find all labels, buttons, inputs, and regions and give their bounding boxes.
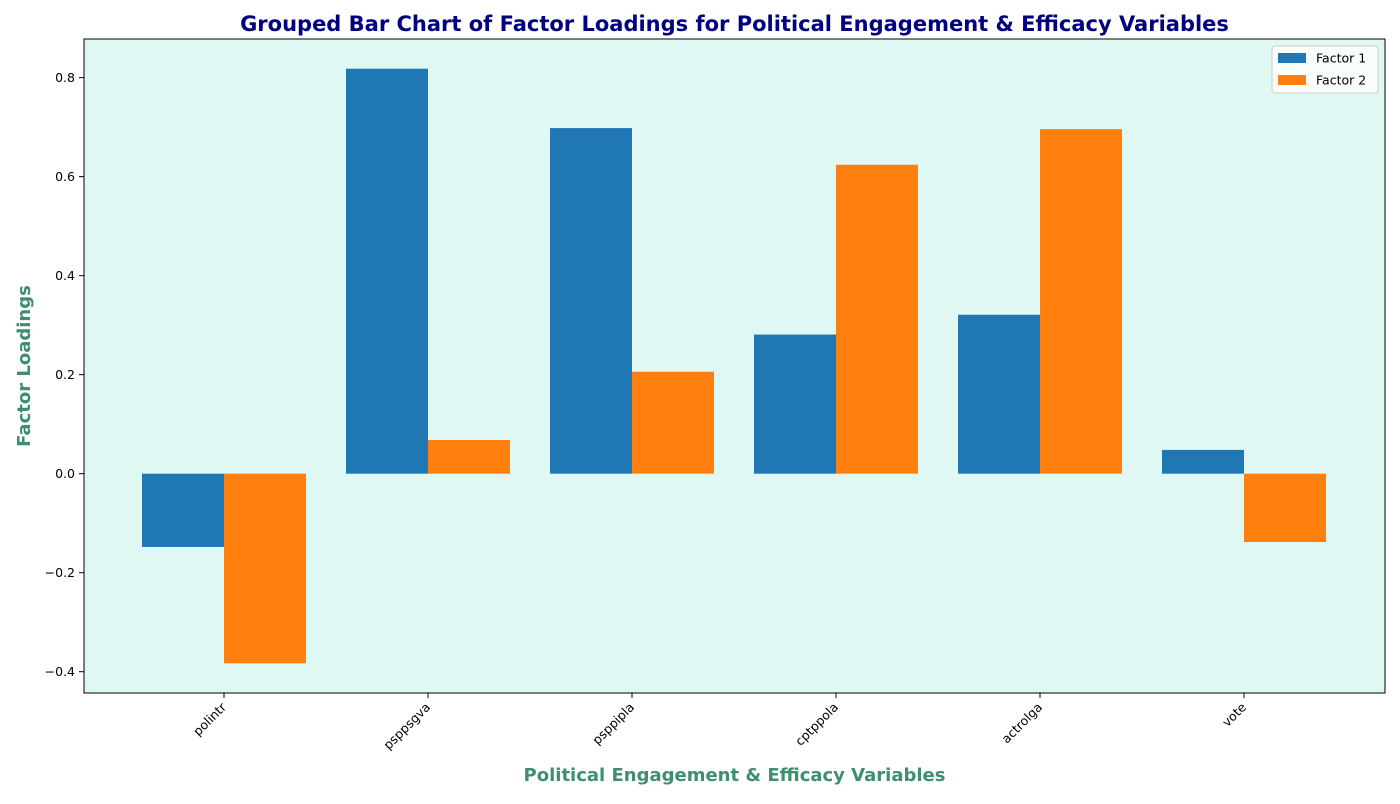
bar-1-polintr [142,473,224,547]
bar-1-vote [1162,449,1244,474]
bars-layer [142,68,1326,664]
bar-2-polintr [224,473,306,664]
x-tick-label: psppipla [589,700,637,748]
bar-1-cptppola [754,334,836,474]
bar-2-psppipla [632,371,714,474]
bar-2-cptppola [836,164,918,474]
legend: Factor 1 Factor 2 [1271,45,1379,94]
legend-swatch [1278,75,1306,85]
x-axis: polintr psppsgva psppipla cptppola actrolga v… [190,693,1249,752]
x-tick-label: vote [1219,699,1249,729]
y-tick-label: −0.4 [45,664,75,679]
x-tick-label: polintr [190,699,230,739]
y-axis-label: Factor Loadings [14,285,35,447]
legend-label: Factor 2 [1316,73,1366,88]
y-tick-label: 0.2 [55,367,75,382]
x-axis-label: Political Engagement & Efficacy Variable… [524,765,946,786]
legend-label: Factor 1 [1316,51,1366,66]
y-tick-label: 0.0 [55,466,75,481]
x-tick-label: actrolga [998,700,1045,747]
bar-1-psppipla [550,128,632,474]
y-tick-label: −0.2 [45,565,75,580]
x-tick-label: cptppola [792,700,841,749]
plot-frame [83,38,1386,694]
bar-2-vote [1244,473,1326,543]
bar-2-actrolga [1040,129,1122,474]
bar-2-psppsgva [428,440,510,474]
x-tick-label: psppsgva [380,700,433,753]
bar-1-actrolga [958,314,1040,474]
chart-title: Grouped Bar Chart of Factor Loadings for… [240,12,1229,36]
y-tick-label: 0.8 [55,70,75,85]
y-tick-label: 0.4 [55,268,75,283]
legend-swatch [1278,53,1306,63]
bar-1-psppsgva [346,68,428,474]
y-tick-label: 0.6 [55,169,75,184]
y-axis: −0.4 −0.2 0.0 0.2 0.4 0.6 0.8 [45,70,84,679]
